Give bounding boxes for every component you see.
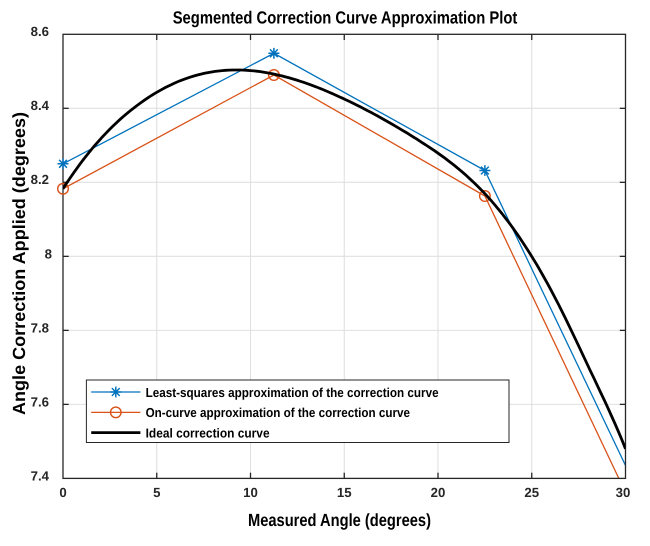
svg-text:Ideal correction curve: Ideal correction curve bbox=[146, 425, 270, 440]
svg-text:7.4: 7.4 bbox=[31, 468, 50, 483]
svg-text:Measured Angle (degrees): Measured Angle (degrees) bbox=[248, 510, 431, 530]
svg-text:Angle Correction Applied (degr: Angle Correction Applied (degrees) bbox=[9, 112, 29, 415]
svg-text:5: 5 bbox=[153, 485, 160, 500]
svg-text:8.2: 8.2 bbox=[31, 172, 49, 187]
svg-text:On-curve approximation of the: On-curve approximation of the correction… bbox=[146, 405, 410, 420]
svg-text:25: 25 bbox=[524, 485, 539, 500]
svg-text:Least-squares approximation of: Least-squares approximation of the corre… bbox=[146, 385, 439, 400]
svg-text:Segmented Correction Curve App: Segmented Correction Curve Approximation… bbox=[173, 8, 518, 28]
svg-text:20: 20 bbox=[431, 485, 446, 500]
svg-text:15: 15 bbox=[337, 485, 352, 500]
svg-text:7.8: 7.8 bbox=[31, 320, 49, 335]
svg-text:30: 30 bbox=[616, 485, 631, 500]
svg-text:8: 8 bbox=[45, 246, 52, 261]
svg-text:8.6: 8.6 bbox=[31, 24, 49, 39]
svg-text:8.4: 8.4 bbox=[31, 98, 50, 113]
svg-text:10: 10 bbox=[243, 485, 258, 500]
svg-text:7.6: 7.6 bbox=[31, 394, 49, 409]
svg-text:0: 0 bbox=[59, 485, 66, 500]
